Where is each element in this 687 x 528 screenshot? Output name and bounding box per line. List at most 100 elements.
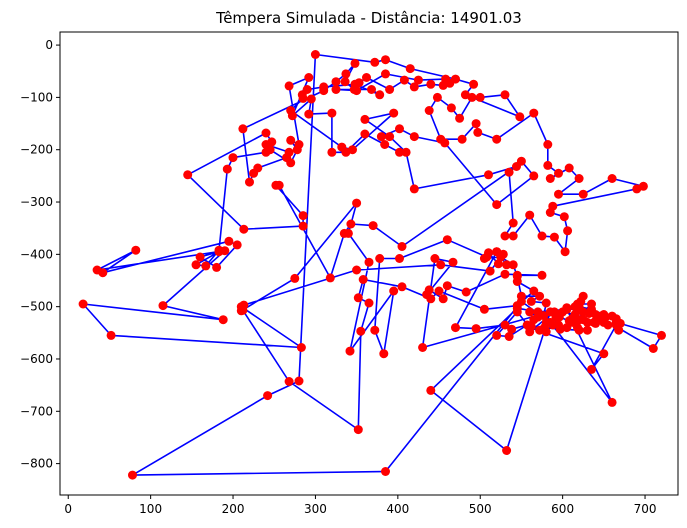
city-point [409, 82, 419, 92]
y-tick-label: 0 [45, 38, 53, 52]
city-point [508, 260, 518, 270]
city-point [78, 299, 88, 309]
city-point [657, 330, 666, 340]
city-point [545, 208, 555, 217]
city-point [574, 174, 584, 183]
city-point [438, 294, 448, 304]
city-point [389, 286, 399, 296]
city-point [327, 147, 337, 157]
city-point [500, 320, 510, 330]
city-point [573, 299, 582, 309]
city-point [549, 232, 559, 242]
city-point [475, 92, 485, 102]
city-point [201, 261, 211, 271]
x-axis: 0 100 200 300 400 500 600 700 [64, 495, 656, 516]
city-point [578, 307, 588, 317]
city-point [385, 132, 395, 142]
city-point [500, 269, 510, 279]
city-point [319, 82, 329, 92]
city-point [451, 323, 460, 333]
city-point [578, 315, 588, 325]
city-point [582, 325, 592, 335]
city-point [131, 245, 141, 255]
city-point [467, 92, 477, 102]
city-point [442, 235, 452, 245]
city-point [607, 397, 617, 407]
city-point [298, 211, 308, 221]
city-point [249, 168, 259, 178]
city-point [106, 330, 116, 340]
x-tick-label: 100 [139, 502, 162, 516]
city-point [128, 470, 137, 480]
city-point [298, 221, 308, 231]
y-tick-label: −800 [20, 457, 53, 471]
city-point [545, 307, 555, 317]
city-point [261, 128, 271, 138]
city-point [554, 168, 563, 178]
city-point [434, 286, 444, 296]
city-point [381, 467, 390, 476]
city-point [504, 332, 514, 341]
city-point [578, 291, 588, 301]
city-point [191, 260, 201, 270]
city-point [632, 184, 642, 194]
city-point [543, 160, 553, 170]
city-point [432, 92, 442, 102]
city-point [461, 287, 471, 297]
city-point [529, 286, 539, 296]
city-point [512, 303, 522, 313]
y-tick-label: −500 [20, 300, 53, 314]
city-point [350, 79, 360, 89]
chart-title: Têmpera Simulada - Distância: 14901.03 [215, 9, 522, 27]
city-point [290, 273, 300, 283]
city-point [493, 259, 503, 269]
x-tick-label: 500 [469, 502, 492, 516]
x-tick-label: 400 [386, 502, 409, 516]
city-point [331, 85, 341, 94]
city-point [409, 132, 419, 142]
city-point [395, 254, 404, 263]
city-point [395, 124, 404, 134]
city-point [545, 174, 555, 183]
city-point [298, 93, 308, 103]
city-point [409, 184, 419, 194]
city-point [261, 147, 271, 157]
city-point [401, 147, 411, 157]
plot-area [78, 50, 666, 480]
city-point [348, 145, 357, 155]
city-point [448, 257, 458, 267]
city-point [353, 425, 363, 435]
city-point [346, 219, 356, 229]
city-point [545, 317, 555, 327]
city-point [469, 79, 479, 89]
city-point [304, 109, 314, 119]
city-point [284, 81, 294, 91]
city-point [310, 50, 320, 59]
city-point [479, 254, 489, 263]
x-tick-label: 700 [634, 502, 657, 516]
city-point [479, 304, 489, 314]
x-tick-label: 0 [64, 502, 72, 516]
city-point [341, 69, 351, 79]
city-point [533, 307, 543, 317]
city-point [325, 273, 335, 283]
city-point [603, 320, 613, 330]
city-point [515, 112, 525, 122]
city-point [485, 266, 495, 276]
city-point [512, 162, 521, 171]
city-point [562, 323, 572, 333]
y-tick-label: −700 [20, 404, 53, 418]
city-point [507, 324, 517, 334]
city-point [599, 349, 609, 359]
city-point [385, 85, 395, 94]
city-point [362, 73, 371, 82]
city-point [340, 77, 350, 87]
city-point [286, 106, 296, 115]
city-point [424, 106, 434, 115]
city-point [282, 153, 292, 163]
city-point [554, 320, 563, 330]
city-markers [78, 50, 666, 480]
city-point [529, 315, 539, 325]
city-point [648, 344, 658, 353]
y-axis: 0 −100 −200 −300 −400 −500 −600 −700 −800 [20, 38, 60, 471]
